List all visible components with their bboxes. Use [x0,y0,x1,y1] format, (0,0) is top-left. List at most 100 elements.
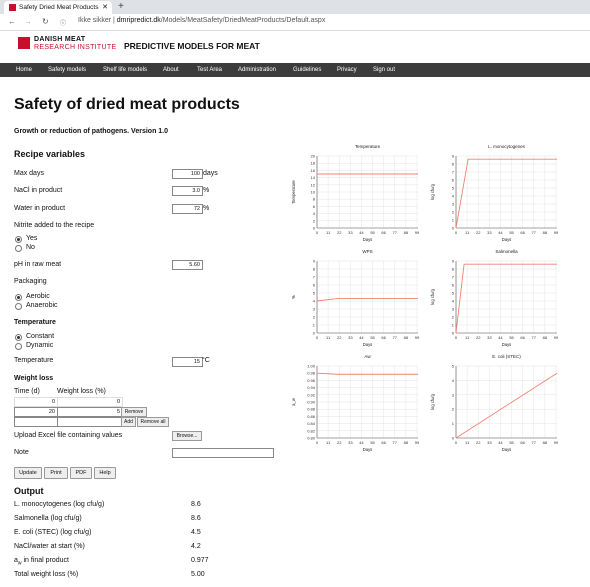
temperature-constant-label: Constant [26,333,55,340]
reload-icon[interactable]: ↻ [42,17,49,26]
wl-add-button[interactable]: Add [121,417,136,427]
x-tick-label: 77 [532,335,537,340]
help-button[interactable]: Help [94,467,116,479]
brand-line1: DANISH MEAT [34,36,86,43]
y-tick-label: 6 [452,178,455,183]
nitrite-label: Nitrite added to the recipe [14,222,95,229]
y-tick-label: 12 [311,182,316,187]
chart-listeria: L. monocytogenes 0 1 2 3 4 5 6 7 8 9 0 11 22 33 44 55 66 7… [430,144,559,242]
x-tick-label: 44 [498,335,503,340]
nacl-input[interactable]: 3.0 [172,186,203,196]
y-axis-label: log cfu/g [430,393,435,410]
x-tick-label: 66 [381,440,386,445]
y-tick-label: 5 [452,291,455,296]
series-line [316,372,418,375]
update-button[interactable]: Update [14,467,42,479]
x-tick-label: 44 [359,440,364,445]
y-tick-label: 8 [313,197,316,202]
y-tick-label: 16 [311,168,316,173]
x-tick-label: 88 [404,440,409,445]
wl-row2-time[interactable]: 20 [14,407,58,417]
y-tick-label: 2 [313,315,316,320]
browse-button[interactable]: Browse... [172,431,202,441]
url-field[interactable]: Ikke sikker | dmripredict.dk/Models/Meat… [78,17,326,24]
x-tick-label: 44 [498,440,503,445]
info-icon[interactable]: ⓘ [60,21,67,27]
y-tick-label: 4 [452,299,455,304]
weight-loss-percent-column: Weight loss (%) [57,388,106,395]
packaging-anaerobic-radio[interactable] [15,303,22,310]
menu-item-shelf-life-models[interactable]: Shelf life models [103,67,148,73]
wl-new-time-input[interactable] [14,417,58,427]
menu-item-about[interactable]: About [163,67,179,73]
temperature-constant-radio[interactable] [15,334,22,341]
x-tick-label: 22 [337,230,342,235]
wl-new-loss-input[interactable] [57,417,123,427]
output-label-nacl-water: NaCl/water at start (%) [14,543,85,550]
y-tick-label: 4 [452,378,455,383]
close-tab-icon[interactable]: ✕ [102,4,108,11]
temperature-unit: °C [202,357,210,364]
x-tick-label: 77 [393,335,398,340]
y-tick-label: 0 [452,436,455,441]
browser-tab[interactable]: Safety Dried Meat Products ✕ [4,1,112,14]
y-tick-label: 0 [452,331,455,336]
nitrite-yes-label: Yes [26,235,38,242]
print-button[interactable]: Print [44,467,68,479]
back-icon[interactable]: ← [8,17,16,26]
wl-remove-all-button[interactable]: Remove all [137,417,169,427]
note-input[interactable] [172,448,274,458]
ph-input[interactable]: 5.60 [172,260,203,270]
temperature-input[interactable]: 15 [172,357,203,367]
output-label-weight-loss: Total weight loss (%) [14,571,79,578]
y-tick-label: 0.84 [307,421,316,426]
y-axis-label: a_w [291,397,296,406]
x-tick-label: 55 [370,230,375,235]
packaging-aerobic-radio[interactable] [15,294,22,301]
menu-item-administration[interactable]: Administration [238,67,277,73]
x-tick-label: 33 [348,230,353,235]
nitrite-yes-radio[interactable] [15,236,22,243]
y-tick-label: 7 [313,275,316,280]
packaging-label: Packaging [14,278,47,285]
forward-icon[interactable]: → [24,17,32,26]
x-tick-label: 22 [476,440,481,445]
menu-item-home[interactable]: Home [16,67,33,73]
menu-item-privacy[interactable]: Privacy [337,67,357,73]
note-label: Note [14,449,29,456]
y-tick-label: 20 [311,154,316,159]
temperature-dynamic-radio[interactable] [15,343,22,350]
water-input[interactable]: 72 [172,204,203,214]
y-tick-label: 2 [452,315,455,320]
water-label: Water in product [14,205,66,212]
main-menu: Home Safety models Shelf life models Abo… [0,63,590,77]
wl-remove-button[interactable]: Remove [121,407,147,417]
aw-rest: in final product [21,557,70,564]
nitrite-no-radio[interactable] [15,245,22,252]
x-tick-label: 88 [543,335,548,340]
y-axis-label: % [291,295,296,299]
menu-item-sign-out[interactable]: Sign out [373,67,396,73]
packaging-aerobic-label: Aerobic [26,293,50,300]
menu-item-guidelines[interactable]: Guidelines [293,67,322,73]
menu-item-safety-models[interactable]: Safety models [48,67,87,73]
y-tick-label: 0.82 [307,428,316,433]
packaging-anaerobic-label: Anaerobic [26,302,58,309]
y-tick-label: 1 [313,323,316,328]
y-tick-label: 2 [452,210,455,215]
y-axis-label: log cfu/g [430,288,435,305]
pdf-button[interactable]: PDF [70,467,92,479]
x-axis-label: Days [363,342,373,347]
menu-item-test-area[interactable]: Test Area [197,67,223,73]
site-favicon-icon [9,4,16,11]
output-heading: Output [14,486,44,496]
wl-row2-loss[interactable]: 5 [57,407,123,417]
max-days-input[interactable]: 100 [172,169,203,179]
series-line [316,298,418,302]
output-label-listeria: L. monocytogenes (log cfu/g) [14,501,105,508]
x-axis-label: Days [502,237,512,242]
output-value-listeria: 8.6 [191,501,201,508]
brand-line2: RESEARCH INSTITUTE [34,44,117,51]
new-tab-icon[interactable]: + [118,1,124,12]
y-tick-label: 3 [313,307,316,312]
